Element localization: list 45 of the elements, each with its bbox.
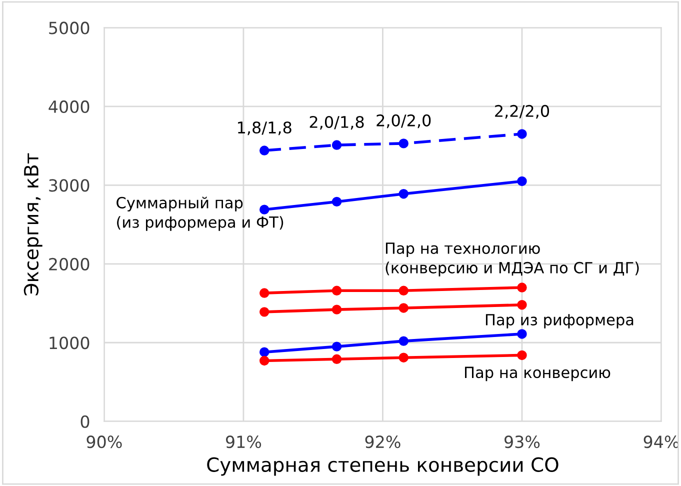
point — [517, 329, 527, 339]
point — [332, 286, 342, 296]
data-label: 1,8/1,8 — [238, 121, 292, 136]
point — [259, 146, 270, 156]
x-tick-label: 91% — [226, 436, 262, 448]
series-label: Пар на конверсию — [465, 366, 610, 382]
point — [332, 304, 342, 314]
data-label: 2,2/2,0 — [495, 104, 550, 119]
point — [517, 129, 527, 139]
series-label: Пар из риформера — [486, 314, 634, 328]
y-tick-label: 4000 — [48, 100, 90, 114]
data-label: 2,0/1,8 — [310, 116, 364, 130]
point — [398, 336, 408, 346]
x-tick-label: 94% — [644, 436, 679, 448]
series-label: Суммарный пар (из риформера и ФТ) — [116, 196, 284, 231]
point — [517, 300, 527, 310]
point — [517, 176, 527, 186]
point — [259, 347, 270, 357]
point — [259, 288, 270, 298]
y-axis-title: Эксергия, кВт — [24, 153, 42, 296]
x-tick-label: 92% — [365, 436, 400, 448]
y-tick-label: 1000 — [50, 336, 90, 350]
x-tick-label: 93% — [504, 436, 540, 448]
y-tick-label: 3000 — [49, 179, 90, 192]
point — [332, 354, 342, 364]
point — [259, 204, 270, 214]
point — [398, 352, 408, 362]
point — [332, 196, 342, 207]
point — [398, 188, 408, 199]
point — [259, 356, 270, 366]
point — [332, 342, 342, 352]
data-label: 2,0/2,0 — [376, 114, 431, 128]
x-axis-title: Суммарная степень конверсии CO — [207, 457, 558, 476]
y-tick-label: 2000 — [49, 258, 90, 270]
point — [398, 303, 408, 313]
point — [517, 282, 527, 292]
point — [332, 140, 342, 150]
series-label: Пар на технологию (конверсию и МДЭА по СГ и ДГ) — [386, 242, 639, 276]
point — [398, 138, 408, 148]
y-tick-label: 0 — [80, 415, 90, 428]
point — [398, 286, 408, 296]
point — [259, 307, 270, 317]
point — [517, 350, 527, 360]
x-tick-label: 90% — [86, 436, 122, 448]
y-tick-label: 5000 — [49, 22, 90, 34]
